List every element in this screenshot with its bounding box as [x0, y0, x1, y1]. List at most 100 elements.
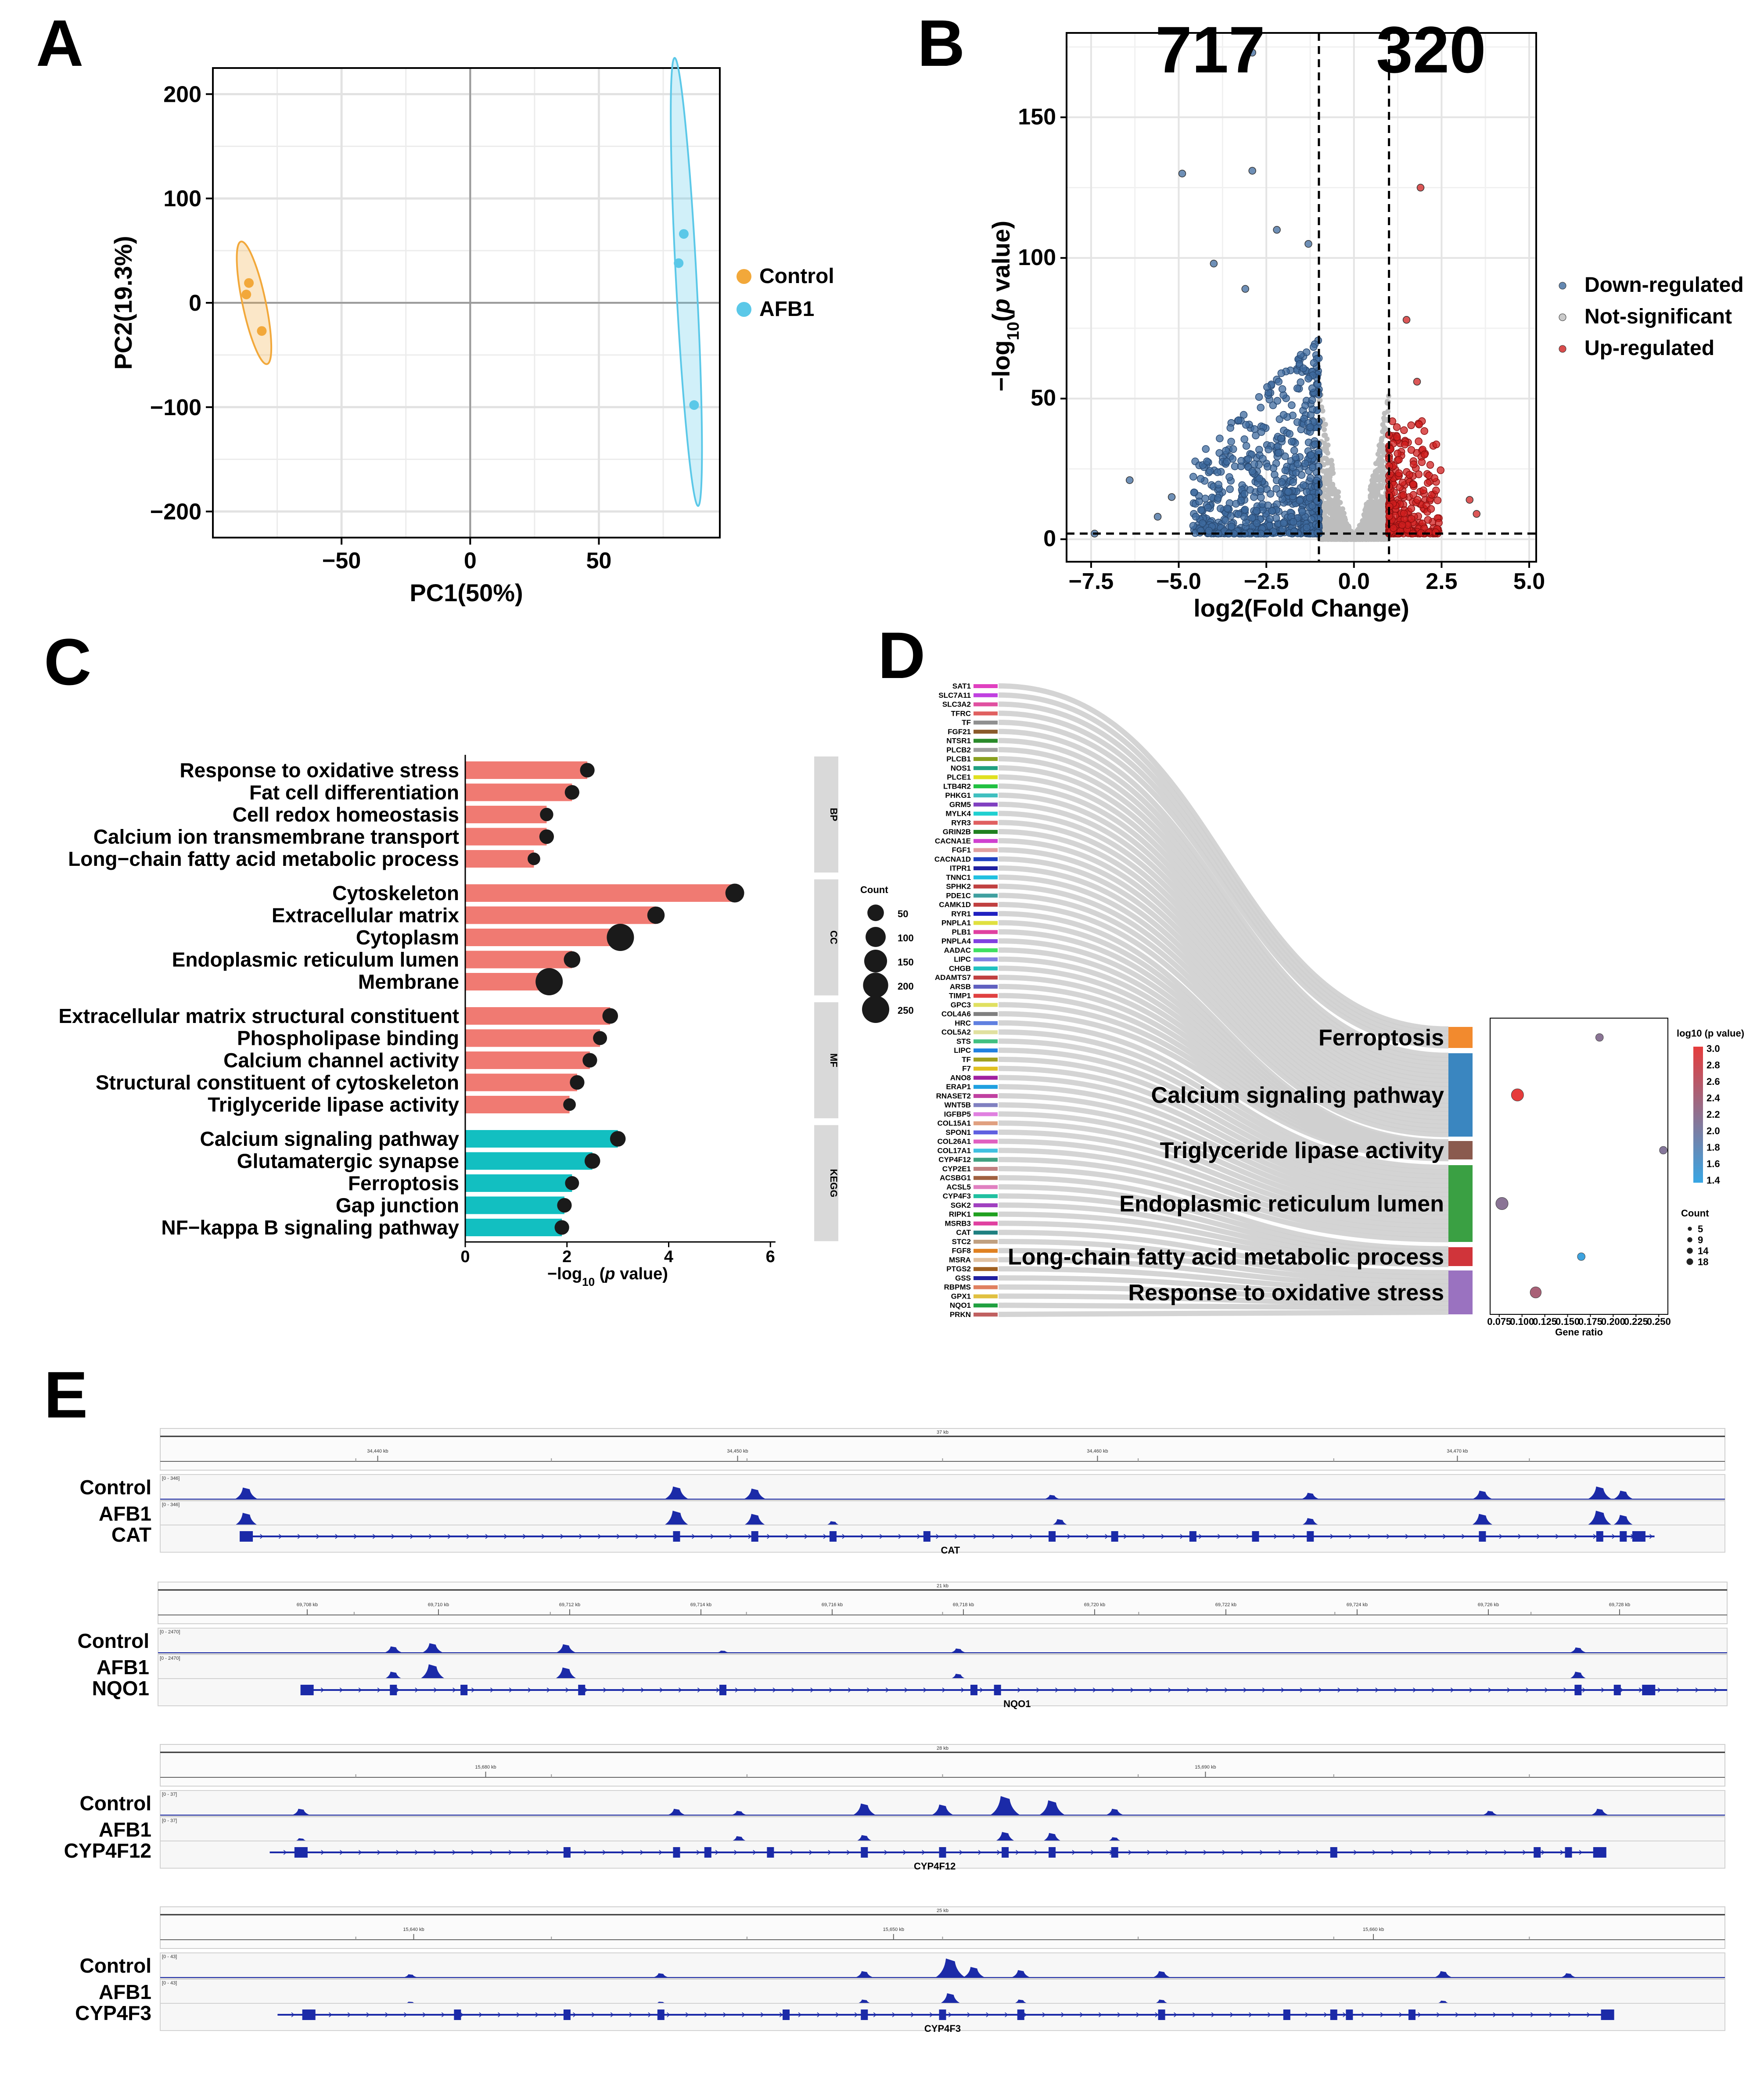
strand-arrow [922, 1850, 925, 1855]
ns-point [1335, 531, 1341, 536]
count-legend-dot [1687, 1237, 1692, 1242]
up-point [1426, 461, 1434, 469]
sankey-flow [998, 1138, 1449, 1229]
strand-arrow [358, 1687, 362, 1693]
strand-arrow [260, 1534, 263, 1539]
outlier-point [1168, 493, 1176, 501]
gene-label: TF [962, 1055, 971, 1064]
up-point [1424, 479, 1432, 487]
ns-point [1327, 474, 1333, 480]
up-point [1415, 437, 1423, 445]
strand-arrow [1067, 1534, 1071, 1539]
legend-label: Control [759, 265, 834, 288]
strand-arrow [742, 2012, 745, 2017]
strand-arrow [1582, 1687, 1586, 1693]
sankey-flow [998, 1248, 1449, 1284]
gene-label: TF [962, 718, 971, 727]
strand-arrow [635, 1534, 639, 1539]
gene-label: NOS1 [951, 764, 971, 772]
gene-color-tick [974, 1158, 998, 1162]
ns-point [1336, 519, 1342, 525]
exon-block [1252, 1531, 1259, 1542]
ns-point [1381, 426, 1387, 432]
exon-block [1408, 2009, 1416, 2020]
sankey-flow [998, 774, 1449, 1079]
gene-label: PNPLA1 [941, 919, 971, 927]
strand-arrow [1203, 1850, 1207, 1855]
down-point [1265, 445, 1272, 453]
up-point [1409, 491, 1417, 499]
up-point [1415, 470, 1423, 478]
dot-plot-point [1577, 1252, 1585, 1261]
strand-arrow [1092, 1687, 1096, 1693]
y-tick-label: 50 [1031, 385, 1056, 411]
gene-color-tick [974, 802, 998, 807]
colorbar-tick-label: 2.8 [1707, 1060, 1720, 1071]
signal-peak [1044, 1495, 1060, 1499]
exon-block [1158, 2009, 1165, 2020]
strand-arrow [648, 2012, 652, 2017]
up-point [1393, 423, 1401, 431]
sankey-flow [998, 838, 1449, 1108]
strand-arrow [573, 2012, 576, 2017]
signal-peak [995, 1832, 1016, 1841]
ns-point [1328, 497, 1333, 503]
term-label: Structural constituent of cytoskeleton [96, 1071, 459, 1094]
sankey-flow [998, 847, 1449, 1112]
size-legend-dot [867, 904, 884, 921]
strand-arrow [1174, 2012, 1177, 2017]
ns-point [1359, 527, 1365, 533]
sankey-flow [998, 720, 1449, 1049]
gene-label: PNPLA4 [941, 937, 971, 945]
up-point [1401, 441, 1409, 449]
gene-color-tick [974, 1313, 998, 1317]
y-tick-label: 0 [1043, 526, 1056, 552]
up-count-label: 320 [1376, 13, 1486, 86]
signal-peak [963, 1967, 985, 1977]
gene-label: CACNA1D [934, 855, 971, 863]
down-point [1290, 446, 1298, 455]
strand-arrow [854, 2012, 858, 2017]
exon-block [1049, 1847, 1056, 1858]
gene-label: TIMP1 [949, 992, 971, 1000]
strand-arrow [1649, 1534, 1653, 1539]
gene-track-label: CAT [111, 1523, 151, 1546]
strand-arrow [396, 1687, 400, 1693]
gene-color-tick [974, 729, 998, 734]
coord-label: 15,680 kb [475, 1765, 496, 1770]
outlier-point [1210, 259, 1218, 268]
ns-point [1368, 517, 1373, 523]
ns-point [1322, 526, 1328, 531]
ns-point [1363, 509, 1369, 514]
gene-label: TNNC1 [946, 873, 971, 882]
down-point [1296, 496, 1304, 505]
count-dot [570, 1075, 585, 1090]
count-legend-dot [1686, 1258, 1693, 1265]
exon-block [1613, 1685, 1621, 1695]
colorbar-tick-label: 1.4 [1707, 1175, 1720, 1186]
strand-arrow [904, 1687, 908, 1693]
track-label: AFB1 [99, 1981, 151, 2003]
down-point [1277, 369, 1286, 377]
outlier-point [1273, 226, 1281, 234]
term-label: Cytoplasm [356, 926, 459, 949]
strand-arrow [1319, 1687, 1322, 1693]
up-point [1400, 510, 1408, 517]
colorbar-tick-label: 3.0 [1707, 1043, 1720, 1054]
track-range-label: [0 - 37] [162, 1792, 177, 1797]
facet-strip [814, 756, 838, 873]
facet-label: MF [828, 1053, 839, 1067]
down-point [1301, 459, 1309, 467]
facet-label: CC [828, 930, 839, 944]
ns-point [1376, 456, 1382, 462]
gene-label: HRC [955, 1019, 971, 1027]
term-label: Cytoskeleton [332, 882, 459, 904]
gene-color-tick [974, 766, 998, 770]
strand-arrow [448, 1534, 451, 1539]
coord-label: 34,440 kb [367, 1449, 388, 1454]
outlier-point [1248, 49, 1256, 57]
pathway-label: Triglyceride lipase activity [1160, 1138, 1444, 1163]
exon-block [1596, 1531, 1603, 1542]
track-range-label: [0 - 43] [162, 1954, 177, 1959]
ns-point [1362, 513, 1367, 519]
